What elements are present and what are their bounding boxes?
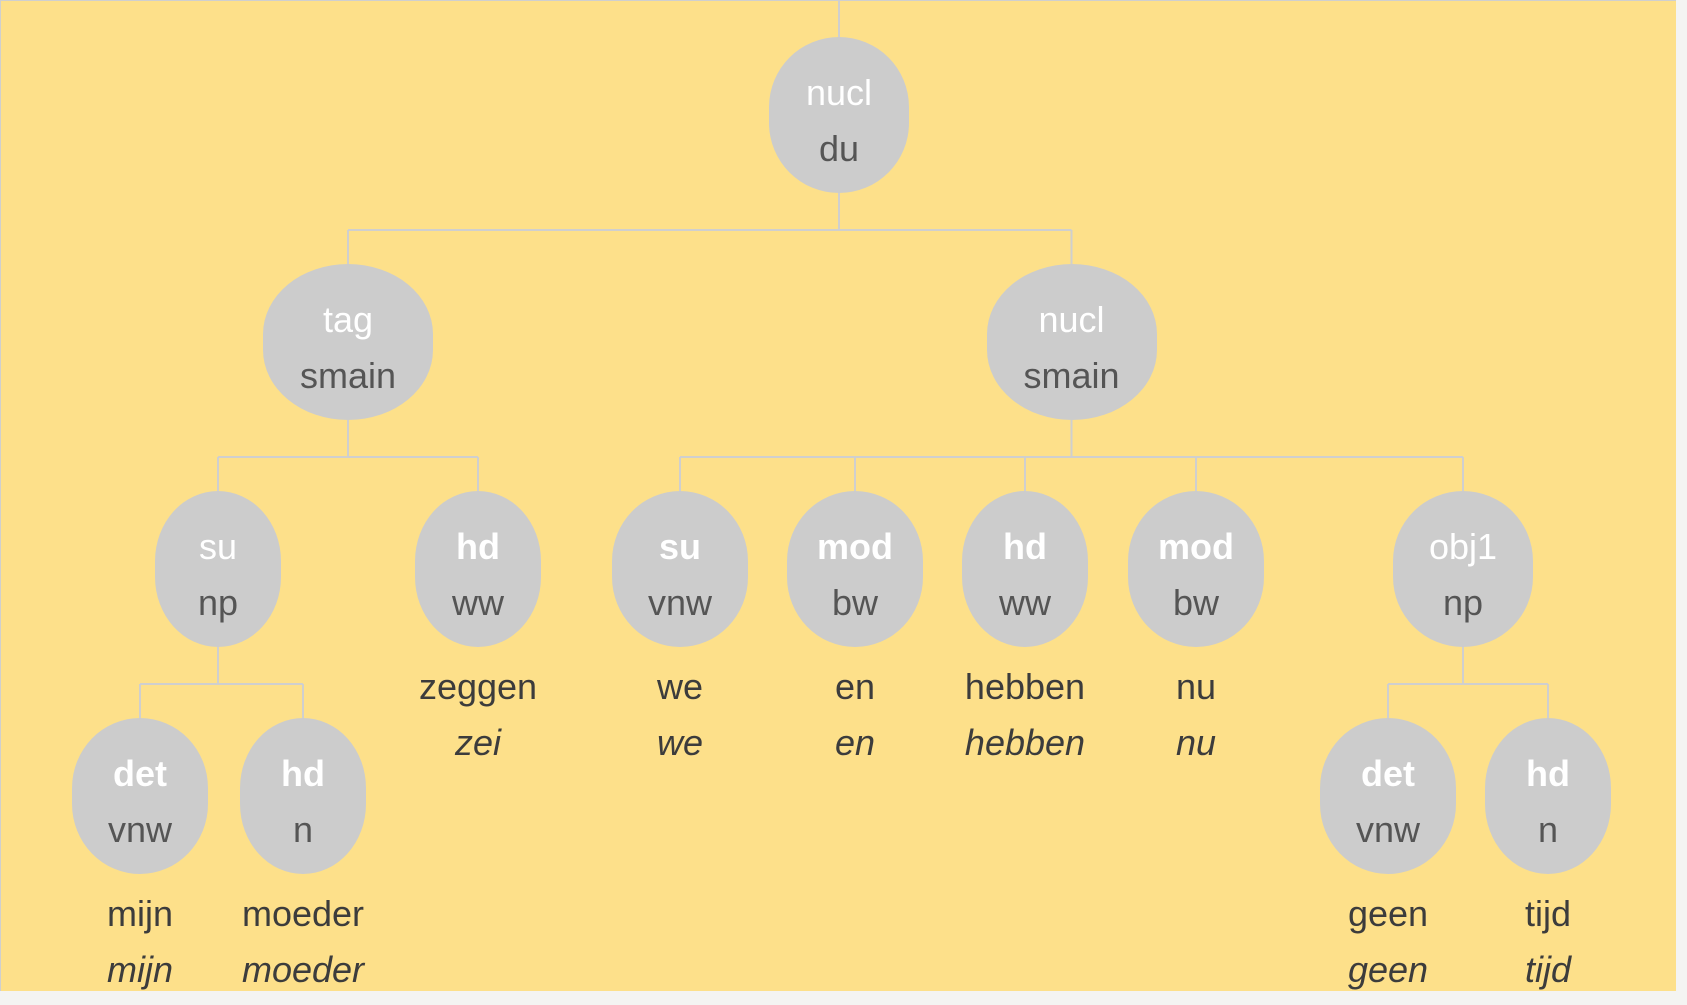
- tree-node-su-np[interactable]: su np: [155, 491, 281, 647]
- leaf-word: en: [834, 666, 876, 707]
- tree-node-mod-bw[interactable]: mod bw: [787, 491, 923, 647]
- leaf-lemma: mijn: [106, 949, 173, 990]
- node-relation-label: su: [658, 526, 701, 567]
- node-relation-label: det: [1361, 753, 1415, 794]
- node-category-label: vnw: [107, 809, 173, 850]
- node-relation-label: hd: [281, 753, 325, 794]
- node-relation-label: det: [113, 753, 167, 794]
- node-category-label: np: [197, 582, 239, 623]
- tree-node-hd-ww[interactable]: hd ww: [415, 491, 541, 647]
- leaf-lemma: tijd: [1524, 949, 1572, 990]
- node-category-label: bw: [1172, 582, 1220, 623]
- node-category-label: ww: [999, 582, 1051, 623]
- leaf-word: mijn: [106, 893, 173, 934]
- tree-node-det-vnw[interactable]: det vnw: [1320, 718, 1456, 874]
- tree-node-det-vnw[interactable]: det vnw: [72, 718, 208, 874]
- node-category-label: vnw: [647, 582, 713, 623]
- node-relation-label: mod: [1158, 526, 1234, 567]
- node-category-label: n: [1537, 809, 1559, 850]
- tree-node-nucl-smain[interactable]: nucl smain: [986, 264, 1157, 420]
- tree-node-hd-n[interactable]: hd n: [1485, 718, 1611, 874]
- parse-tree-panel: nucl du tag smain su np det vnw mijn mijn hd n moede…: [0, 0, 1676, 991]
- leaf-word: tijd: [1524, 893, 1572, 934]
- node-category-label: smain: [299, 355, 397, 396]
- node-category-label: du: [818, 128, 860, 169]
- leaf-word: we: [656, 666, 704, 707]
- tree-node-su-vnw[interactable]: su vnw: [612, 491, 748, 647]
- tree-edges: [139, 1, 1549, 718]
- node-relation-label: nucl: [1038, 299, 1105, 340]
- leaf-word: moeder: [241, 893, 365, 934]
- node-category-label: vnw: [1355, 809, 1421, 850]
- leaf-lemma: en: [834, 722, 876, 763]
- node-category-label: smain: [1023, 355, 1120, 396]
- leaf-lemma: moeder: [241, 949, 365, 990]
- tree-node-obj1-np[interactable]: obj1 np: [1393, 491, 1533, 647]
- tree-node-hd-n[interactable]: hd n: [240, 718, 366, 874]
- leaf-word: nu: [1175, 666, 1217, 707]
- node-category-label: ww: [452, 582, 504, 623]
- tree-node-mod-bw[interactable]: mod bw: [1128, 491, 1264, 647]
- node-relation-label: tag: [322, 299, 374, 340]
- node-category-label: n: [292, 809, 314, 850]
- tree-node-nucl-du[interactable]: nucl du: [769, 37, 909, 193]
- node-relation-label: su: [198, 526, 238, 567]
- tree-node-hd-ww[interactable]: hd ww: [962, 491, 1088, 647]
- leaf-lemma: zei: [454, 722, 502, 763]
- node-relation-label: hd: [456, 526, 500, 567]
- leaf-lemma: hebben: [964, 722, 1086, 763]
- node-relation-label: nucl: [805, 72, 873, 113]
- tree-node-tag-smain[interactable]: tag smain: [263, 264, 433, 420]
- node-relation-label: mod: [817, 526, 893, 567]
- node-relation-label: hd: [1003, 526, 1047, 567]
- leaf-word: zeggen: [418, 666, 538, 707]
- node-category-label: bw: [831, 582, 879, 623]
- leaf-lemma: nu: [1175, 722, 1217, 763]
- leaf-word: geen: [1347, 893, 1429, 934]
- node-relation-label: obj1: [1428, 526, 1498, 567]
- leaf-lemma: geen: [1347, 949, 1429, 990]
- leaf-word: hebben: [964, 666, 1086, 707]
- node-relation-label: hd: [1526, 753, 1570, 794]
- node-category-label: np: [1442, 582, 1484, 623]
- leaf-lemma: we: [656, 722, 704, 763]
